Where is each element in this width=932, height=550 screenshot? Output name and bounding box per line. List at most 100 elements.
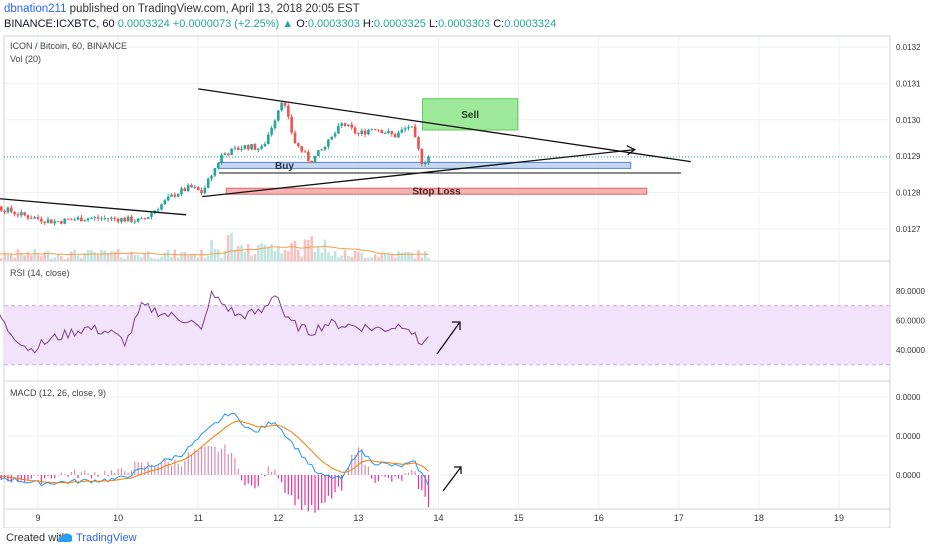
candle-body — [33, 217, 36, 219]
buy-zone-label: Buy — [275, 161, 294, 172]
candle-body — [116, 218, 120, 222]
candle-body — [210, 175, 213, 179]
candle-body — [40, 218, 43, 222]
candle-body — [300, 146, 303, 152]
candle-body — [86, 218, 90, 221]
volume-bar — [333, 251, 337, 261]
candle-body — [73, 219, 77, 221]
x-tick-label: 17 — [674, 513, 684, 523]
candle-body — [96, 217, 100, 219]
macd-arrow-head-icon — [454, 466, 462, 474]
volume-bar — [0, 258, 3, 261]
candle-body — [313, 155, 317, 163]
candle-body — [327, 139, 330, 147]
volume-bar — [230, 232, 233, 261]
candle-body — [260, 146, 263, 149]
candle-body — [150, 213, 153, 217]
early-downtrend-line[interactable] — [0, 195, 187, 216]
volume-bar — [53, 257, 56, 261]
volume-bar — [86, 249, 90, 261]
volume-bar — [183, 251, 187, 261]
candle-body — [337, 125, 340, 134]
candle-body — [370, 129, 374, 131]
x-tick-label: 19 — [834, 513, 844, 523]
volume-bar — [340, 255, 344, 261]
candle-body — [90, 218, 93, 219]
candle-body — [50, 219, 53, 224]
volume-bar — [30, 255, 33, 261]
candle-body — [80, 217, 83, 222]
volume-bar — [253, 253, 257, 261]
candle-body — [130, 216, 133, 223]
footer: Created with TradingView — [0, 528, 932, 550]
change-up-icon: ▲ — [282, 18, 294, 30]
volume-bar — [283, 249, 287, 261]
time-axis-labels: 9 10 11 12 13 14 15 16 17 18 19 — [35, 513, 844, 523]
resistance-trendline[interactable] — [198, 88, 691, 163]
candle-body — [243, 145, 247, 149]
volume-bar — [126, 255, 130, 261]
publish-line: dbnation211 published on TradingView.com… — [4, 3, 360, 15]
price-tick-label: 0.0127 — [896, 225, 921, 234]
volume-bar — [143, 253, 147, 261]
volume-bar — [233, 249, 237, 261]
candle-body — [373, 129, 377, 131]
volume-bar — [43, 252, 46, 261]
volume-bar — [310, 235, 313, 261]
volume-bar — [293, 240, 297, 261]
volume-bar — [360, 253, 364, 261]
volume-bar — [56, 254, 60, 261]
candle-body — [186, 185, 190, 192]
volume-bar — [83, 252, 87, 261]
price-tick-label: 0.0132 — [896, 43, 921, 52]
volume-bar — [200, 249, 203, 261]
volume-bar — [243, 251, 247, 261]
candle-body — [407, 127, 410, 129]
stop-loss-zone-label: Stop Loss — [412, 187, 461, 198]
x-tick-label: 15 — [514, 513, 524, 523]
candle-body — [160, 204, 163, 210]
main-pane — [3, 35, 891, 262]
author-link[interactable]: dbnation211 — [4, 3, 67, 15]
volume-bar — [400, 252, 404, 261]
candle-body — [113, 217, 117, 219]
rsi-arrow-head-icon — [452, 321, 461, 330]
candle-body — [176, 194, 180, 197]
candle-body — [126, 216, 130, 222]
tradingview-brand[interactable]: TradingView — [76, 532, 137, 544]
volume-bar — [176, 257, 180, 261]
volume-title: Vol (20) — [10, 54, 41, 64]
macd-tick-label: 0.0000 — [896, 471, 921, 480]
volume-bar — [140, 257, 143, 261]
price-change: +0.0000073 (+2.25%) — [172, 18, 280, 30]
volume-bar — [280, 253, 283, 261]
candle-body — [236, 147, 240, 151]
candle-body — [136, 218, 140, 222]
volume-bar — [330, 255, 333, 261]
volume-bar — [20, 252, 23, 261]
candle-body — [323, 146, 327, 150]
candle-body — [280, 102, 283, 111]
candle-body — [206, 178, 210, 188]
candle-body — [287, 105, 290, 117]
macd-axis-labels: 0.0000 0.0000 0.0000 — [896, 393, 921, 480]
candle-body — [283, 102, 287, 106]
volume-bar — [317, 246, 320, 261]
volume-bar — [380, 253, 384, 261]
x-tick-label: 12 — [273, 513, 283, 523]
candle-body — [213, 168, 217, 176]
stop-loss-zone[interactable] — [225, 187, 648, 195]
candle-body — [173, 194, 177, 197]
volume-bar — [246, 244, 250, 261]
candle-body — [277, 110, 280, 121]
candle-body — [216, 163, 220, 169]
chart-canvas[interactable]: Sell Buy Stop Loss 9 10 11 12 13 14 15 16 17 18 19… — [0, 0, 932, 528]
candle-body — [363, 130, 367, 135]
candle-body — [106, 218, 110, 220]
macd-title: MACD (12, 26, close, 9) — [10, 388, 106, 398]
candle-body — [170, 194, 173, 197]
volume-bar — [166, 249, 170, 261]
candle-body — [110, 217, 113, 219]
volume-bar — [427, 258, 430, 261]
volume-bar — [63, 258, 66, 261]
